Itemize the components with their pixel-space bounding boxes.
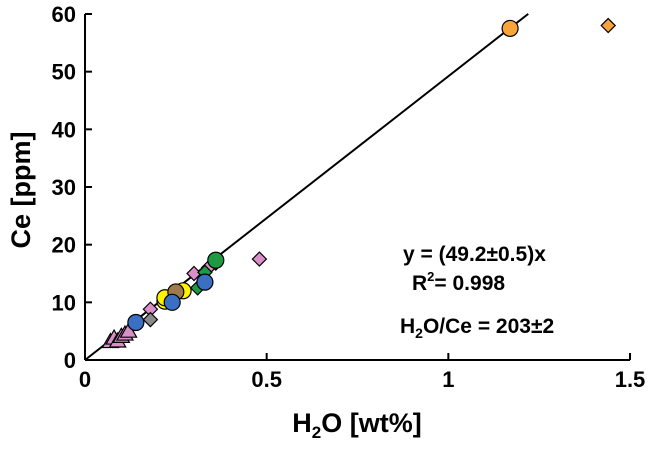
y-tick-label: 20 bbox=[52, 233, 76, 258]
data-point-circle bbox=[196, 273, 214, 291]
ratio-annotation: H2O/Ce = 203±2 bbox=[400, 315, 554, 341]
x-tick-label: 1.5 bbox=[615, 367, 646, 392]
data-points bbox=[101, 17, 617, 349]
x-tick-label: 0.5 bbox=[251, 367, 282, 392]
y-tick-label: 40 bbox=[52, 117, 76, 142]
y-tick-label: 30 bbox=[52, 175, 76, 200]
y-tick-label: 60 bbox=[52, 2, 76, 27]
y-tick-label: 50 bbox=[52, 60, 76, 85]
axis-ticks: 0 0.5 1 1.5 0 10 20 30 40 50 60 bbox=[52, 2, 646, 392]
data-point-circle bbox=[501, 19, 519, 38]
x-tick-label: 0 bbox=[79, 367, 91, 392]
y-axis-title: Ce [ppm] bbox=[6, 132, 36, 249]
y-tick-label: 0 bbox=[64, 348, 76, 373]
y-tick-label: 10 bbox=[52, 290, 76, 315]
x-axis-title: H2O [wt%] bbox=[292, 408, 421, 442]
data-point-circle bbox=[163, 293, 181, 311]
data-point-circle bbox=[127, 313, 145, 332]
r-squared: R2= 0.998 bbox=[412, 269, 505, 295]
data-point-diamond bbox=[600, 17, 617, 34]
x-tick-label: 1 bbox=[442, 367, 454, 392]
data-point-diamond bbox=[251, 251, 268, 267]
data-point-diamond bbox=[142, 311, 159, 328]
fit-equation: y = (49.2±0.5)x bbox=[403, 243, 546, 266]
data-point-circle bbox=[207, 251, 225, 269]
